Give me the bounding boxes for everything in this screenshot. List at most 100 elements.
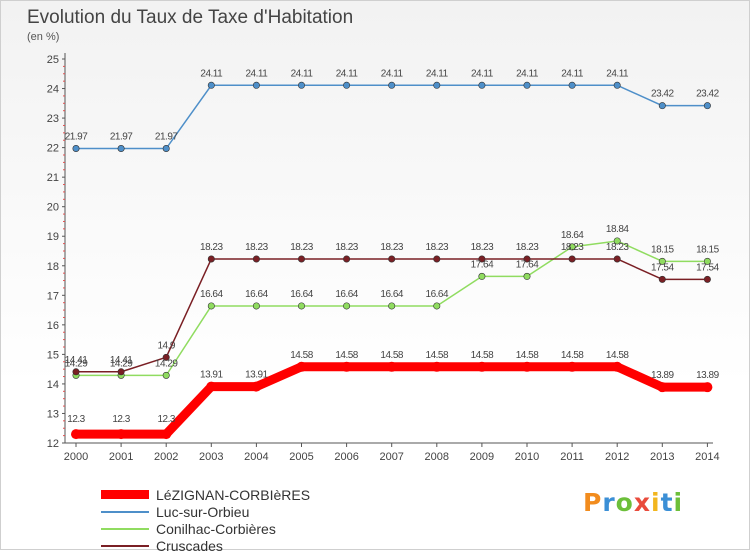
data-label: 18.23 [380, 242, 403, 253]
chart-subtitle: (en %) [27, 31, 60, 43]
data-point [612, 361, 623, 372]
data-label: 14.41 [110, 355, 133, 366]
y-tick-label: 15 [47, 349, 59, 361]
data-label: 18.84 [606, 224, 629, 235]
data-label: 12.3 [157, 414, 175, 425]
data-point [207, 255, 215, 263]
data-point [658, 257, 666, 265]
data-label: 14.58 [516, 350, 539, 361]
data-label: 13.91 [245, 370, 268, 381]
data-label: 14.41 [65, 355, 88, 366]
data-label: 16.64 [290, 289, 313, 300]
data-label: 24.11 [336, 68, 359, 79]
data-label: 24.11 [561, 68, 584, 79]
data-point [433, 81, 441, 89]
data-label: 14.9 [157, 340, 175, 351]
data-point [476, 361, 487, 372]
data-label: 18.23 [426, 242, 449, 253]
data-label: 14.29 [110, 358, 133, 369]
data-point [252, 255, 260, 263]
x-tick-label: 2004 [244, 451, 268, 463]
data-label: 21.97 [110, 132, 133, 143]
legend-label: LéZIGNAN-CORBIèRES [156, 486, 311, 503]
data-label: 24.11 [381, 68, 404, 79]
data-label: 16.64 [245, 289, 268, 300]
data-label: 12.3 [112, 414, 130, 425]
data-label: 16.64 [200, 289, 223, 300]
x-tick-label: 2001 [109, 451, 133, 463]
data-point [388, 255, 396, 263]
data-label: 24.11 [606, 68, 629, 79]
data-label: 18.64 [561, 230, 584, 241]
data-point [252, 302, 260, 310]
data-point [341, 361, 352, 372]
x-tick-label: 2012 [605, 451, 629, 463]
data-point [388, 302, 396, 310]
data-label: 14.58 [426, 350, 449, 361]
legend-label: Cruscades [156, 537, 223, 554]
data-label: 17.54 [696, 262, 719, 273]
data-point [568, 81, 576, 89]
x-tick-label: 2002 [154, 451, 178, 463]
data-point [523, 81, 531, 89]
x-tick-label: 2009 [470, 451, 494, 463]
data-point [523, 255, 531, 263]
data-point [703, 257, 711, 265]
x-tick-label: 2008 [425, 451, 449, 463]
data-label: 24.11 [200, 68, 223, 79]
data-label: 14.29 [65, 358, 88, 369]
data-point [433, 255, 441, 263]
data-point [658, 102, 666, 110]
data-point [206, 381, 217, 392]
y-tick-label: 17 [47, 290, 59, 302]
legend-swatch [101, 544, 149, 547]
data-label: 14.29 [155, 358, 178, 369]
data-label: 24.11 [471, 68, 494, 79]
data-point [658, 275, 666, 283]
data-point [296, 361, 307, 372]
data-point [613, 81, 621, 89]
data-point [657, 382, 668, 393]
data-point [162, 353, 170, 361]
x-tick-label: 2005 [289, 451, 313, 463]
data-label: 14.58 [471, 350, 494, 361]
data-point [702, 382, 713, 393]
y-tick-label: 19 [47, 231, 59, 243]
x-tick-label: 2006 [334, 451, 358, 463]
data-label: 14.58 [290, 350, 313, 361]
data-label: 13.91 [200, 370, 223, 381]
x-tick-label: 2013 [650, 451, 674, 463]
y-tick-label: 14 [47, 379, 59, 391]
data-label: 18.23 [471, 242, 494, 253]
legend-label: Conilhac-Corbières [156, 520, 276, 537]
data-label: 23.42 [651, 89, 674, 100]
data-label: 16.64 [426, 289, 449, 300]
y-tick-label: 18 [47, 261, 59, 273]
data-label: 17.64 [516, 259, 539, 270]
data-point [162, 371, 170, 379]
data-point [386, 361, 397, 372]
data-point [297, 302, 305, 310]
x-tick-label: 2003 [199, 451, 223, 463]
data-label: 18.23 [200, 242, 223, 253]
data-label: 18.23 [561, 242, 584, 253]
y-tick-label: 22 [47, 143, 59, 155]
data-label: 13.89 [651, 370, 674, 381]
data-point [478, 272, 486, 280]
data-label: 21.97 [65, 132, 88, 143]
data-label: 18.15 [651, 244, 674, 255]
data-label: 16.64 [335, 289, 358, 300]
data-label: 24.11 [426, 68, 449, 79]
data-point [388, 81, 396, 89]
data-point [522, 361, 532, 372]
data-point [72, 145, 80, 153]
y-tick-label: 20 [47, 202, 59, 214]
data-point [116, 429, 127, 440]
data-point [251, 381, 262, 392]
x-tick-label: 2007 [379, 451, 403, 463]
data-label: 16.64 [380, 289, 403, 300]
y-tick-label: 16 [47, 320, 59, 332]
data-point [343, 81, 351, 89]
